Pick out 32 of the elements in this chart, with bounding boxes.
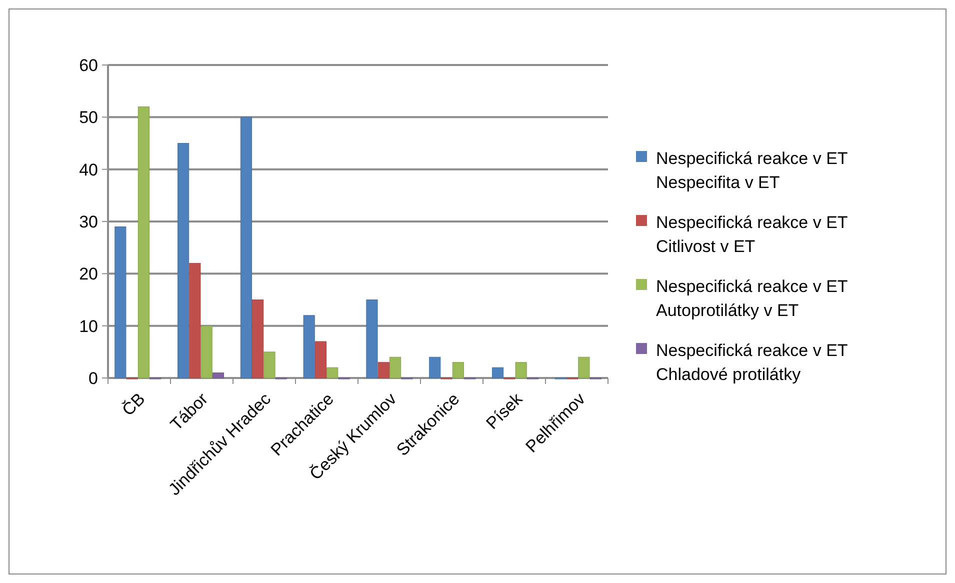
bar [429,356,441,378]
bar [389,356,402,378]
bar [515,362,527,378]
bar [578,356,590,378]
legend-label: Nespecifická reakce v ET Citlivost v ET [656,212,848,256]
bar [326,367,338,378]
bar [189,262,201,378]
y-tick-label: 0 [88,368,98,388]
y-tick-label: 50 [79,108,98,128]
bar [252,300,264,378]
bar [114,226,126,378]
bar [212,372,224,378]
bar [378,362,390,378]
bar [200,326,212,378]
bar [240,116,252,378]
legend-label: Nespecifická reakce v ET Nespecifita v ET [656,148,848,192]
legend-label: Nespecifická reakce v ET Autoprotilátky v ET [656,276,848,320]
bar [492,367,504,378]
bar [452,362,464,378]
y-tick-label: 30 [79,212,98,232]
y-tick-label: 20 [79,264,98,284]
bar [366,300,378,378]
bar [138,106,150,378]
y-tick-label: 60 [79,56,98,75]
bar [178,143,190,378]
bar [314,341,327,378]
x-tick-label: ČB [118,389,149,420]
y-tick-label: 10 [79,316,98,336]
legend-label: Nespecifická reakce v ET Chladové protilátky [656,340,848,384]
y-tick-label: 40 [79,160,98,180]
bar [303,315,315,378]
bar [264,352,276,378]
